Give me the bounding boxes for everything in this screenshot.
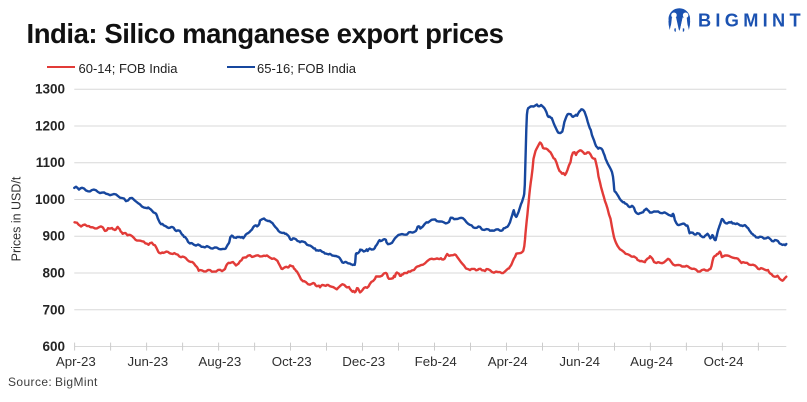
svg-text:1000: 1000 [35, 192, 65, 207]
svg-text:Oct-23: Oct-23 [272, 354, 312, 369]
svg-text:Apr-24: Apr-24 [488, 354, 528, 369]
svg-text:1200: 1200 [35, 119, 65, 134]
svg-text:600: 600 [42, 339, 65, 354]
svg-text:1100: 1100 [36, 155, 65, 170]
svg-text:Dec-23: Dec-23 [342, 354, 385, 369]
svg-text:Prices in USD/t: Prices in USD/t [10, 176, 24, 261]
svg-text:Feb-24: Feb-24 [415, 354, 457, 369]
svg-text:BIGMINT: BIGMINT [698, 11, 805, 31]
svg-text:Oct-24: Oct-24 [704, 354, 744, 369]
svg-text:800: 800 [42, 266, 65, 281]
svg-text:Jun-24: Jun-24 [559, 354, 600, 369]
svg-text:Jun-23: Jun-23 [127, 354, 168, 369]
svg-text:900: 900 [42, 229, 65, 244]
svg-text:700: 700 [42, 302, 65, 317]
svg-text:1300: 1300 [35, 82, 65, 97]
svg-text:Apr-23: Apr-23 [56, 354, 96, 369]
svg-text:Aug-24: Aug-24 [630, 354, 673, 369]
svg-text:Aug-23: Aug-23 [198, 354, 241, 369]
